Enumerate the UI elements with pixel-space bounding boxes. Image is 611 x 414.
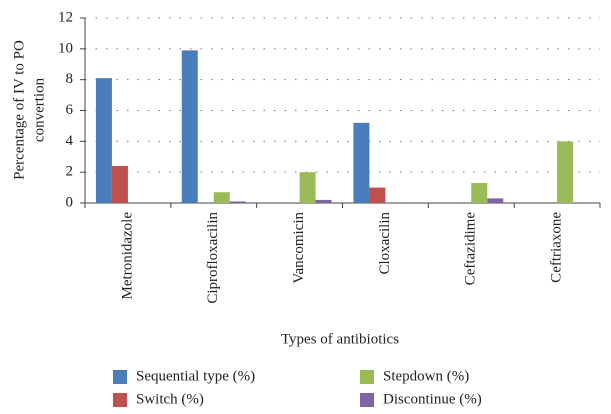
legend-label: Stepdown (%) xyxy=(383,368,469,384)
bar xyxy=(315,199,332,203)
bar xyxy=(369,187,386,203)
x-tick-label: Ciprofloxacilin xyxy=(205,212,221,304)
bar xyxy=(181,50,198,203)
legend-swatch xyxy=(113,370,127,384)
y-tick-label: 2 xyxy=(66,164,74,180)
x-tick-label: Ceftriaxone xyxy=(549,212,565,283)
legend-swatch xyxy=(113,393,127,407)
bar xyxy=(471,182,488,203)
x-tick-label: Cloxacilin xyxy=(377,212,393,275)
x-tick-label: Metronidazole xyxy=(119,212,135,300)
bar xyxy=(95,78,112,203)
bar xyxy=(557,141,574,203)
bar xyxy=(229,201,246,203)
bar xyxy=(213,192,230,203)
y-tick-label: 12 xyxy=(58,9,73,25)
legend-label: Discontinue (%) xyxy=(383,391,482,407)
y-tick-label: 6 xyxy=(66,102,74,118)
y-tick-label: 0 xyxy=(66,194,74,210)
x-tick-label: Ceftazidime xyxy=(463,212,479,286)
bar xyxy=(299,172,316,203)
y-axis-label: Percentage of IV to PO xyxy=(11,40,27,180)
y-tick-label: 4 xyxy=(66,133,74,149)
x-axis-label: Types of antibiotics xyxy=(281,331,399,347)
legend-label: Switch (%) xyxy=(136,391,204,407)
legend-label: Sequential type (%) xyxy=(136,368,255,384)
y-tick-label: 8 xyxy=(66,71,74,87)
y-axis-label: convertion xyxy=(31,77,47,142)
bar xyxy=(353,122,370,203)
legend-swatch xyxy=(360,393,374,407)
y-tick-label: 10 xyxy=(58,40,73,56)
x-tick-label: Vancomicin xyxy=(291,212,307,284)
bar xyxy=(111,166,128,203)
bar xyxy=(487,198,504,203)
legend-swatch xyxy=(360,370,374,384)
